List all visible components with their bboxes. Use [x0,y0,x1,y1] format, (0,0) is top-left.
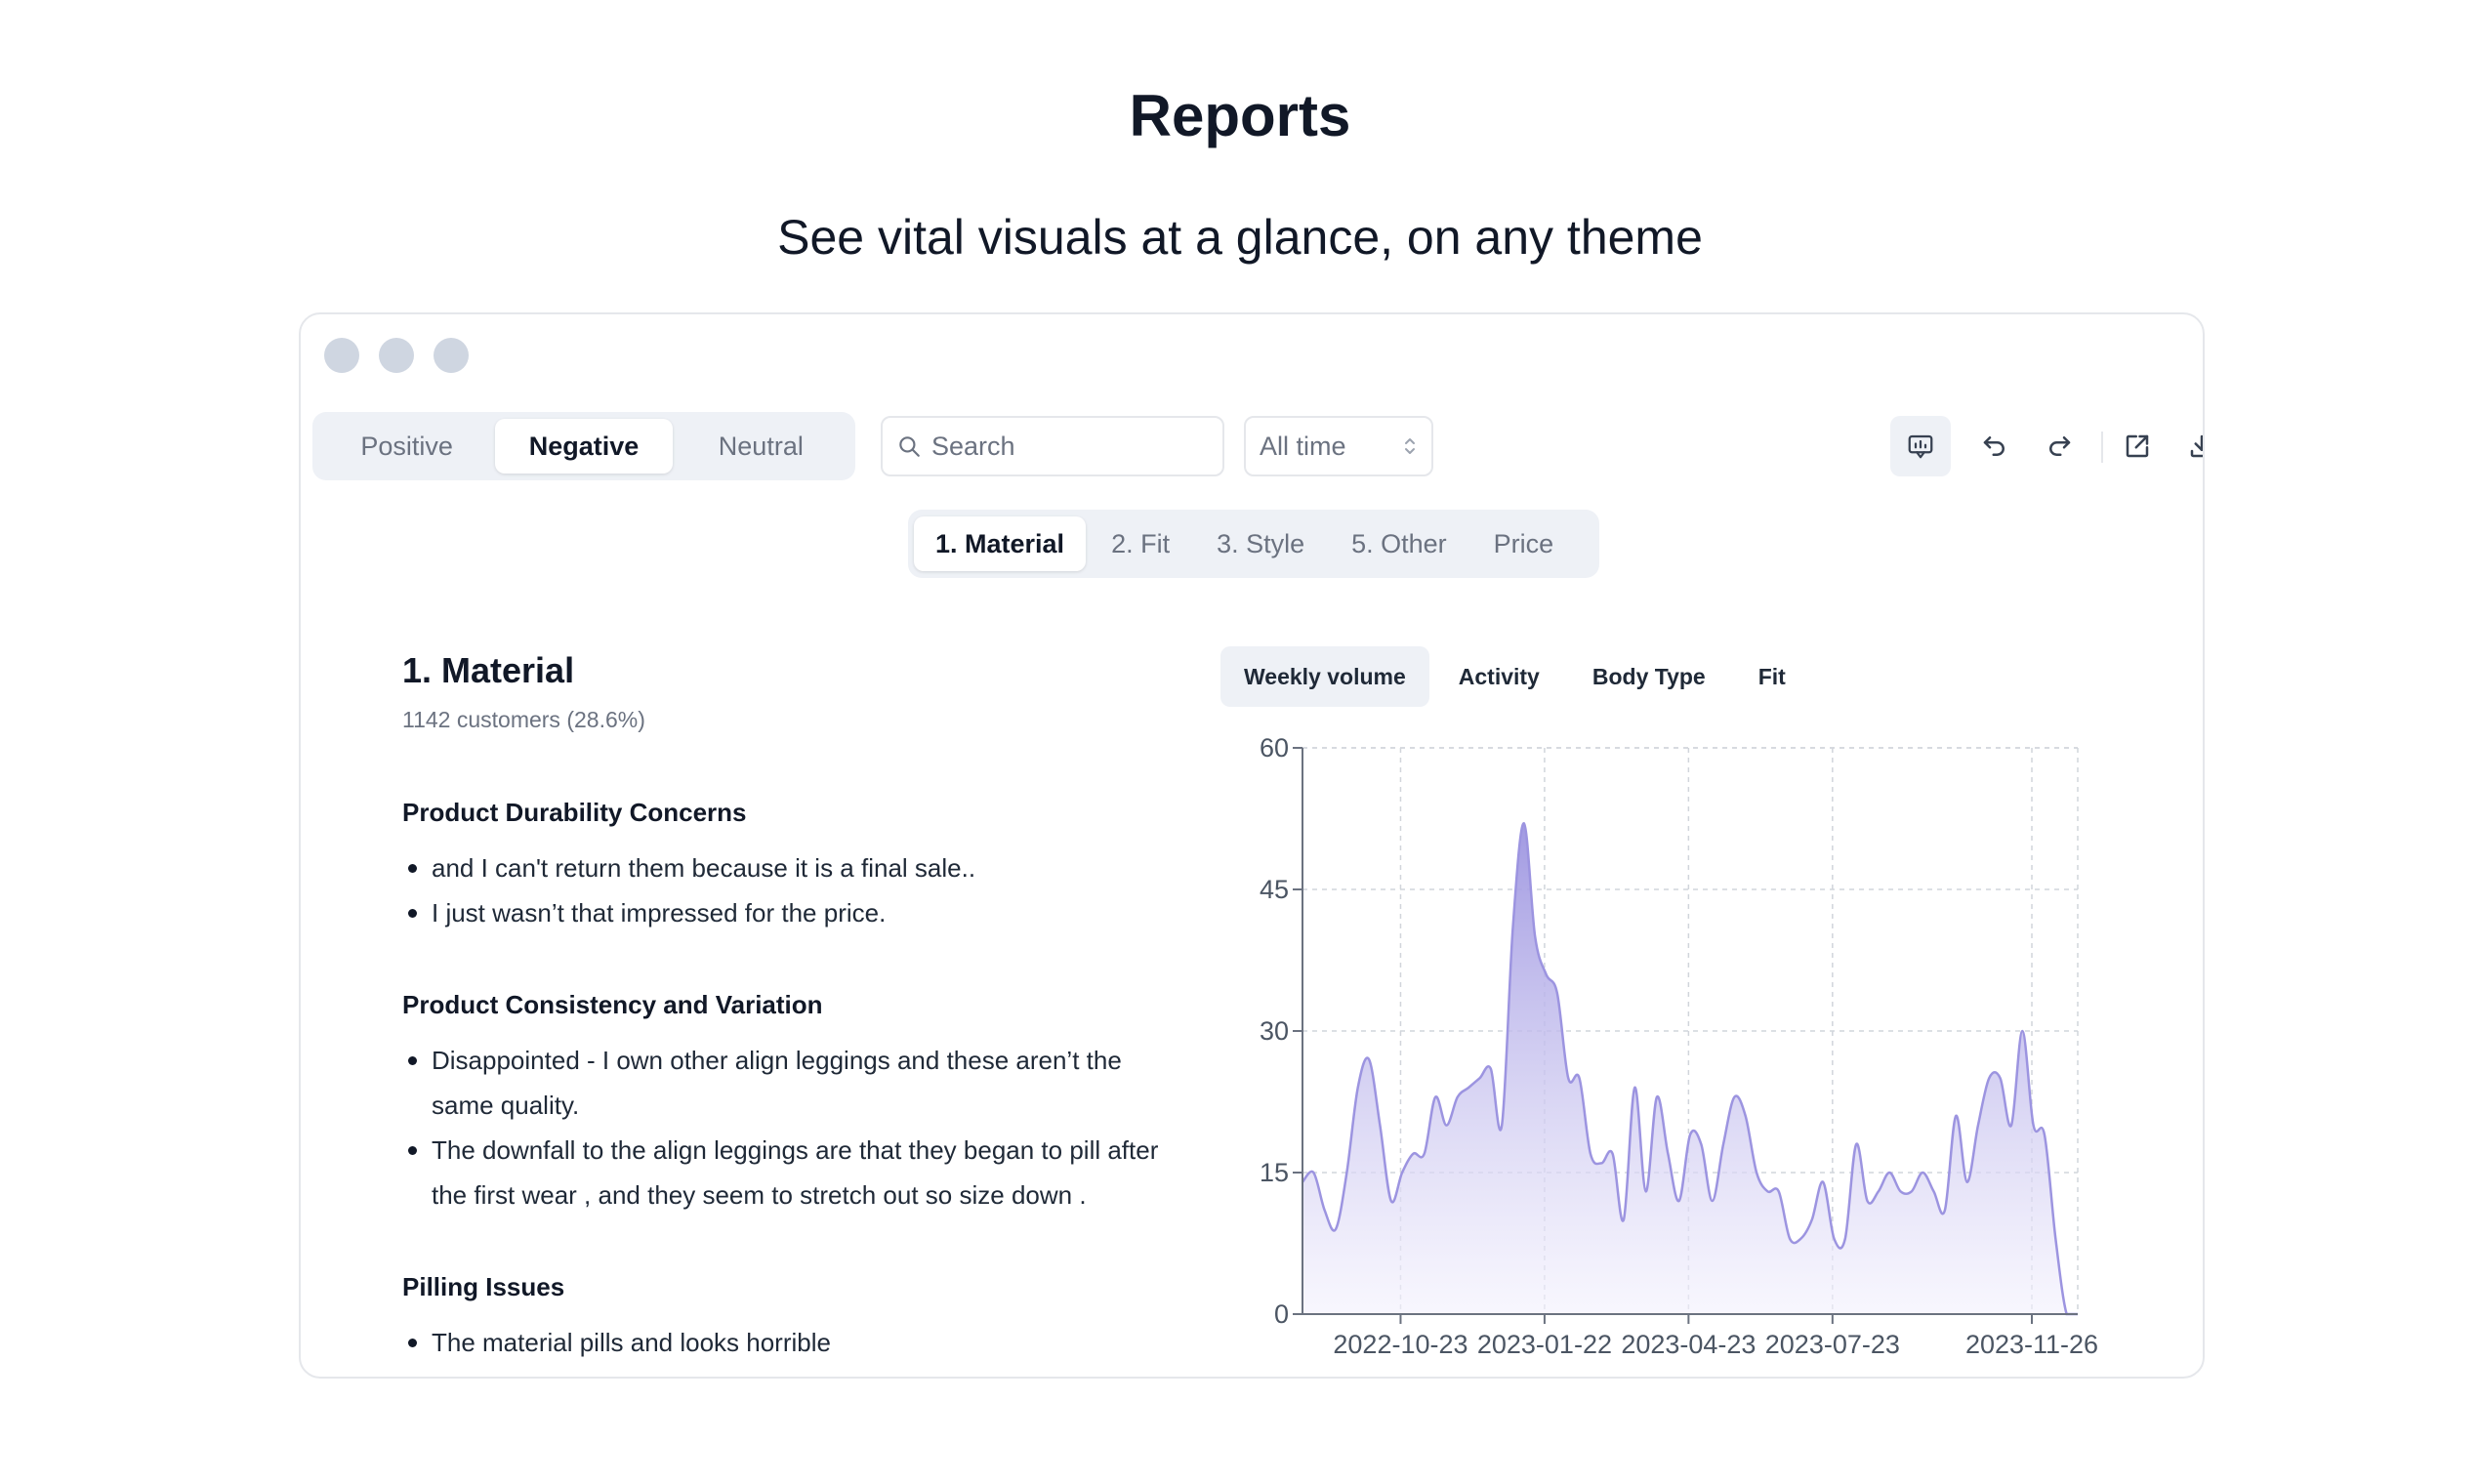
x-tick-label: 2023-11-26 [1965,1330,2098,1359]
minimize-window-dot[interactable] [379,338,414,373]
chart-tabs: Weekly volume Activity Body Type Fit [1220,646,1809,707]
quote-item: The material pills and looks horrible [402,1320,1183,1365]
tab-neutral[interactable]: Neutral [718,431,804,461]
series-line [1302,822,2078,1316]
search-input[interactable]: Search [881,416,1224,476]
weekly-volume-chart: 0 15 30 45 60 2022-10-23 2023-01-22 2023-04-23 2… [1209,724,2146,1377]
download-icon [2190,434,2203,458]
y-tick-label: 15 [1260,1158,1289,1187]
tab-body-type[interactable]: Body Type [1591,663,1706,689]
quote-item: and I can't return them because it is a … [402,845,1183,890]
tab-fit-chart[interactable]: Fit [1757,663,1786,689]
y-tick-label: 45 [1260,875,1289,904]
time-range-value: All time [1260,431,1346,461]
x-tick-label: 2022-10-23 [1333,1330,1467,1359]
app-window: Positive Negative Neutral Search All tim… [299,312,2205,1379]
tab-material[interactable]: 1. Material [914,516,1087,571]
customer-count: 1142 customers (28.6%) [402,707,645,732]
tab-weekly-volume[interactable]: Weekly volume [1220,646,1429,707]
tab-style[interactable]: 3. Style [1217,528,1305,558]
quote-list: The material pills and looks horrible [402,1320,1183,1365]
y-tick-label: 60 [1260,733,1289,763]
quote-item: The downfall to the align leggings are t… [402,1128,1183,1217]
section-title: 1. Material [402,650,575,690]
tab-activity[interactable]: Activity [1458,663,1540,689]
toolbar-divider [2101,432,2103,463]
undo-button[interactable] [1964,416,2025,476]
group-title: Product Durability Concerns [402,798,747,827]
topic-summary: 1. Material 1142 customers (28.6%) Produ… [402,650,1183,1377]
time-range-select[interactable]: All time [1244,416,1433,476]
x-tick-label: 2023-07-23 [1765,1330,1900,1359]
window-controls [324,338,469,373]
redo-icon [2049,436,2071,456]
page-title: Reports [1129,83,1351,148]
quote-list: and I can't return them because it is a … [402,845,1183,935]
quote-item: Disappointed - I own other align legging… [402,1038,1183,1128]
topic-tabs: 1. Material 2. Fit 3. Style 5. Other Pri… [908,510,1599,578]
feedback-button[interactable] [1890,416,1951,476]
feedback-icon [1908,434,1933,459]
maximize-window-dot[interactable] [434,338,469,373]
open-external-button[interactable] [2107,416,2168,476]
download-button[interactable] [2171,416,2203,476]
group-title: Pilling Issues [402,1272,565,1301]
tab-positive[interactable]: Positive [360,431,453,461]
tab-price[interactable]: Price [1493,528,1554,558]
x-tick-label: 2023-01-22 [1477,1330,1612,1359]
close-window-dot[interactable] [324,338,359,373]
tab-other[interactable]: 5. Other [1351,528,1447,558]
search-placeholder: Search [931,431,1015,461]
quote-list: Disappointed - I own other align legging… [402,1038,1183,1217]
group-title: Product Consistency and Variation [402,990,823,1019]
y-tick-label: 30 [1260,1016,1289,1046]
series-area [1302,823,2078,1314]
chart-svg: 0 15 30 45 60 2022-10-23 2023-01-22 2023-04-23 2… [1260,733,2098,1359]
chevron-up-down-icon [1405,438,1415,454]
page-subtitle: See vital visuals at a glance, on any th… [777,210,1703,265]
tab-negative[interactable]: Negative [495,419,673,474]
quote-item: I just wasn’t that impressed for the pri… [402,890,1183,935]
x-tick-label: 2023-04-23 [1621,1330,1756,1359]
tab-fit[interactable]: 2. Fit [1111,528,1171,558]
sentiment-tabs: Positive Negative Neutral [312,412,855,480]
search-icon [899,436,920,457]
redo-button[interactable] [2029,416,2089,476]
y-tick-label: 0 [1274,1299,1289,1329]
external-link-icon [2126,434,2149,458]
undo-icon [1983,436,2005,456]
